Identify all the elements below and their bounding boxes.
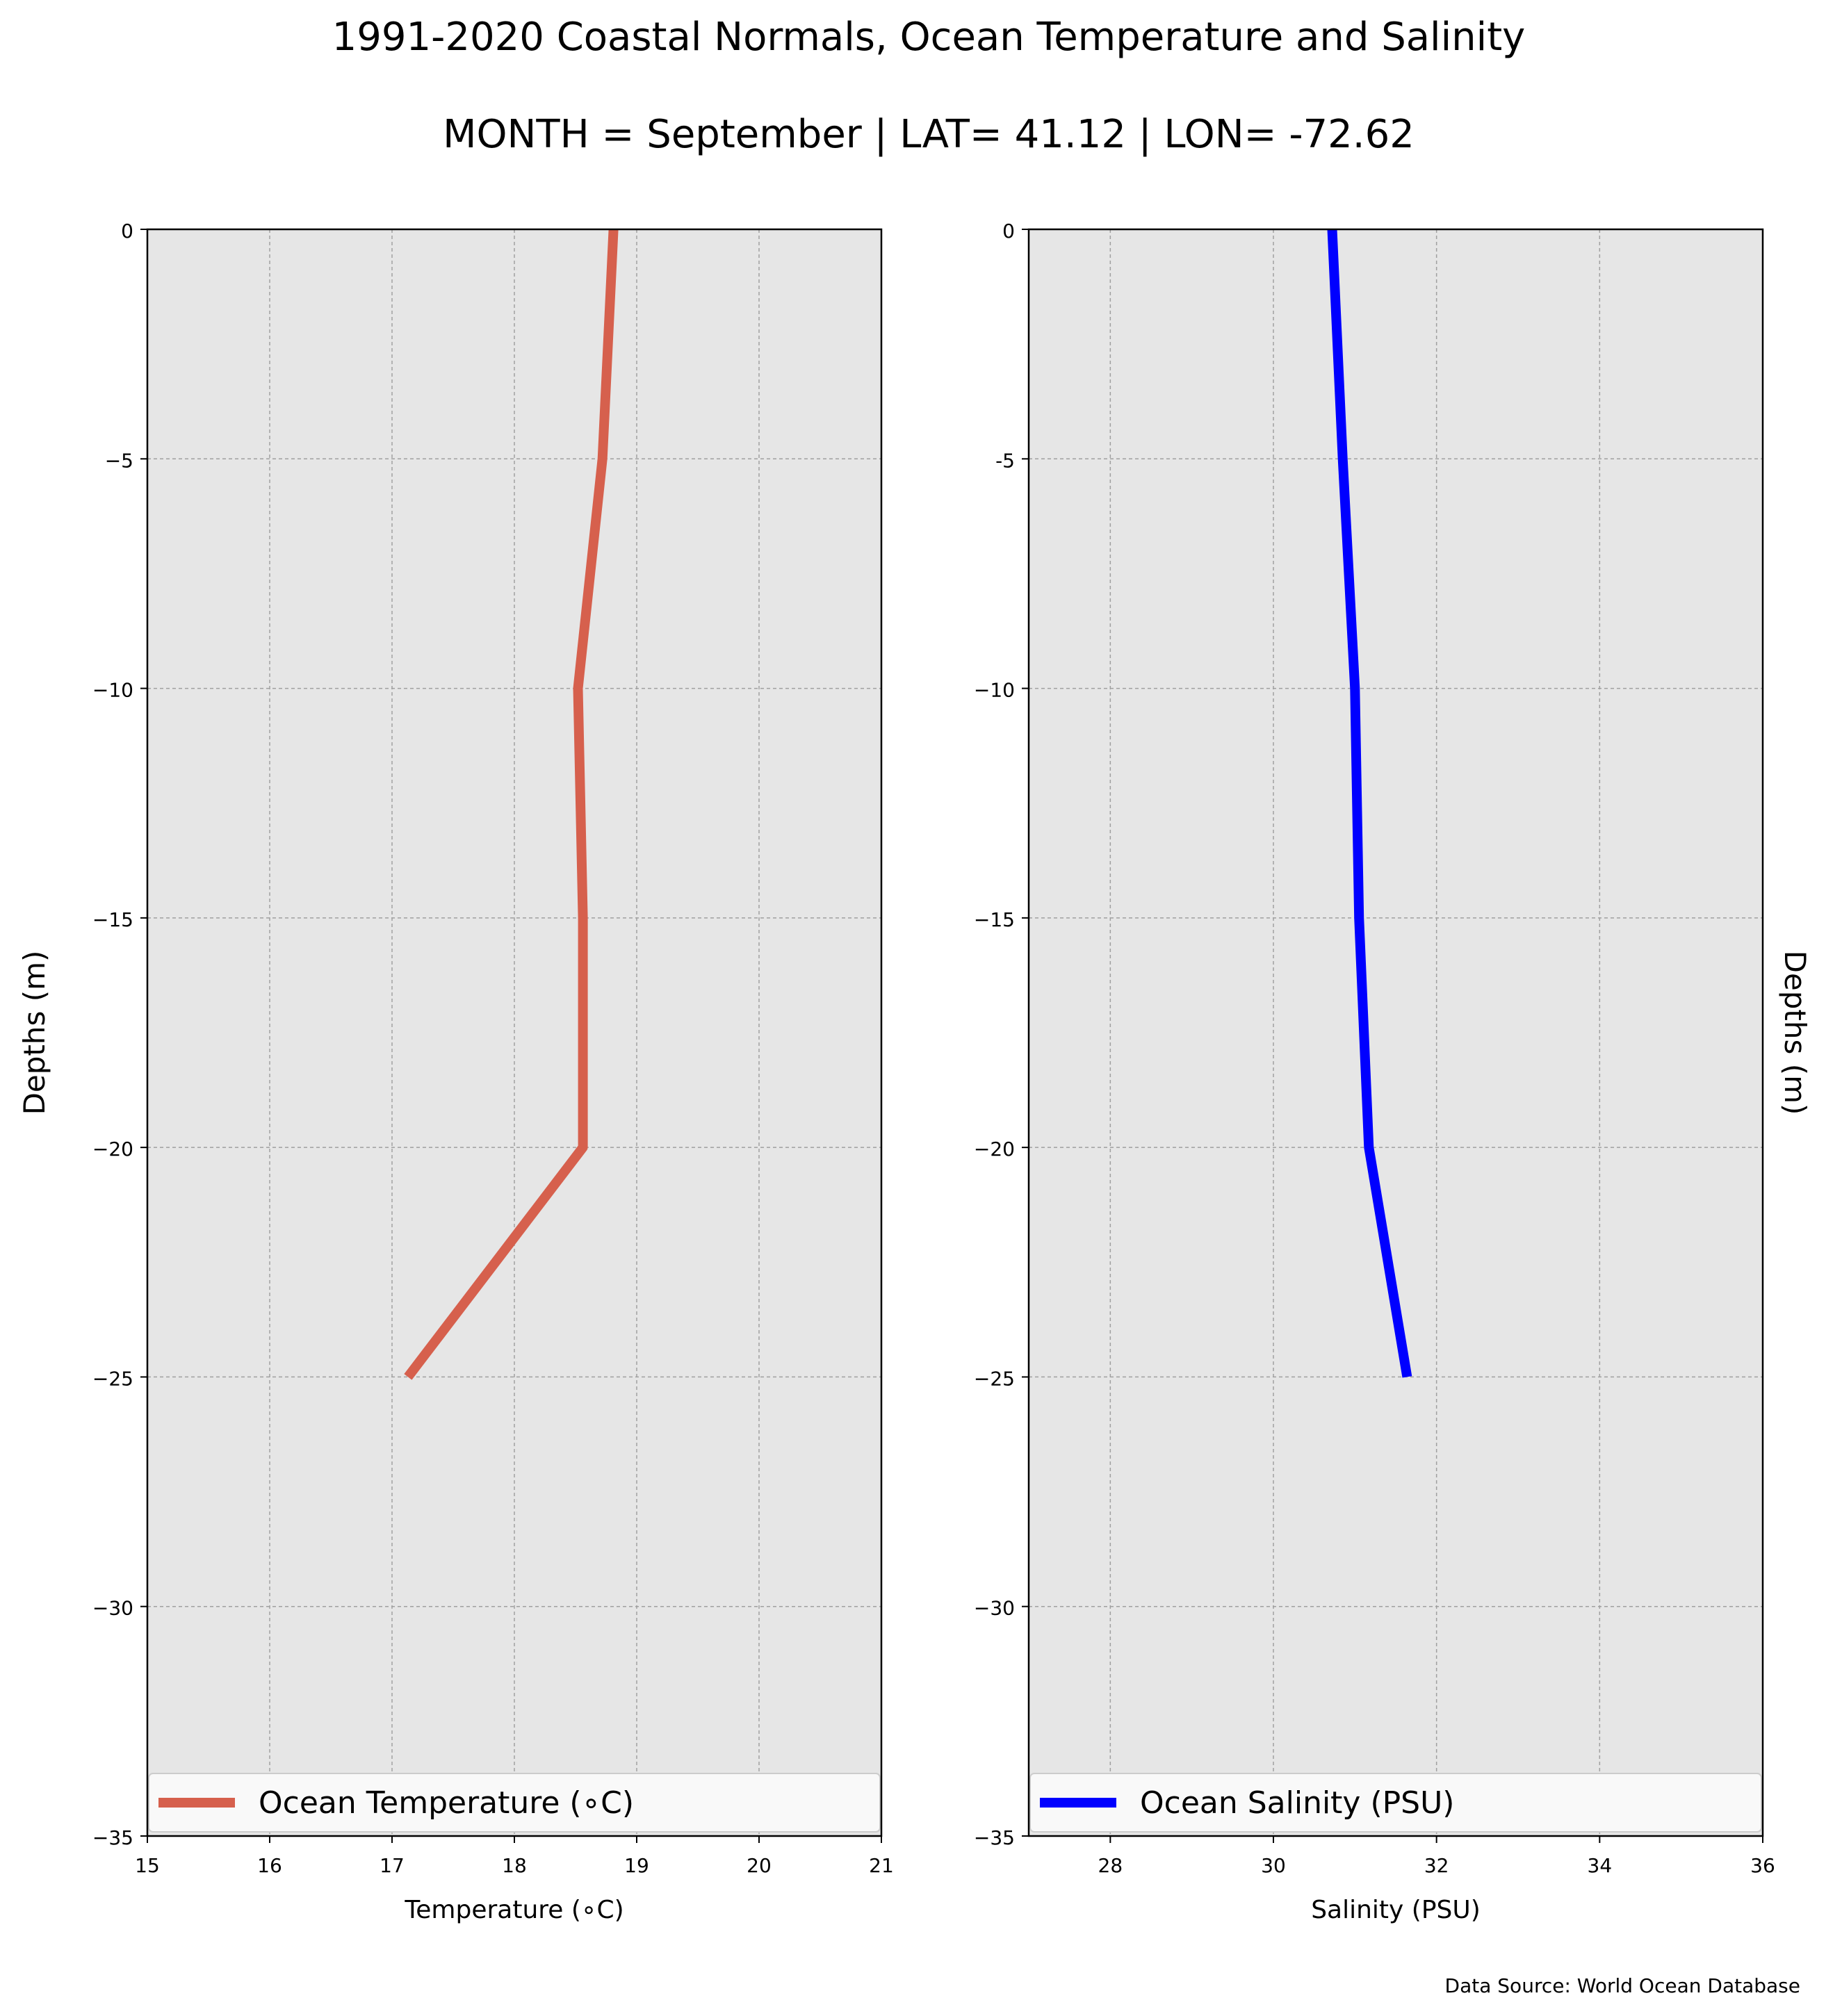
y-tick-label: −20 — [92, 1138, 133, 1161]
x-axis-label: Salinity (PSU) — [1311, 1896, 1481, 1924]
x-tick-label: 19 — [624, 1854, 649, 1877]
x-axis-label: Temperature (∘C) — [404, 1896, 623, 1924]
y-axis-label: Depths (m) — [1778, 951, 1812, 1115]
plot-area — [1029, 229, 1763, 1836]
y-tick-label: −5 — [105, 449, 133, 472]
legend-label: Ocean Temperature (∘C) — [259, 1785, 634, 1821]
temperature-panel: Ocean Temperature (∘C) 15 16 17 18 19 20 21 0 −5 −… — [17, 220, 894, 1924]
figure-title: 1991-2020 Coastal Normals, Ocean Tempera… — [332, 15, 1526, 60]
y-tick-label: −35 — [92, 1826, 133, 1849]
y-tick-label: −10 — [92, 679, 133, 702]
y-tick-label: −25 — [92, 1367, 133, 1390]
y-tick-label: −15 — [92, 908, 133, 931]
y-tick-label: −10 — [974, 679, 1015, 702]
figure-subtitle: MONTH = September | LAT= 41.12 | LON= -7… — [443, 112, 1415, 157]
x-tick-label: 21 — [869, 1854, 894, 1877]
salinity-panel: Ocean Salinity (PSU) 28 30 32 34 36 0 -5 −10 −15 −… — [974, 220, 1812, 1924]
x-tick-label: 17 — [380, 1854, 405, 1877]
y-tick-label: −20 — [974, 1138, 1015, 1161]
x-tick-label: 18 — [502, 1854, 527, 1877]
y-axis-label: Depths (m) — [17, 951, 51, 1115]
x-tick-label: 16 — [257, 1854, 282, 1877]
legend-label: Ocean Salinity (PSU) — [1140, 1785, 1454, 1821]
x-tick-label: 28 — [1098, 1854, 1123, 1877]
y-tick-label: 0 — [121, 220, 133, 243]
x-tick-label: 30 — [1261, 1854, 1286, 1877]
y-tick-label: −35 — [974, 1826, 1015, 1849]
y-tick-label: −30 — [92, 1597, 133, 1620]
y-tick-label: -5 — [995, 449, 1015, 472]
x-tick-label: 20 — [747, 1854, 772, 1877]
x-tick-label: 34 — [1588, 1854, 1613, 1877]
y-tick-label: −30 — [974, 1597, 1015, 1620]
axes-frame — [1027, 228, 1764, 1837]
legend-box — [1029, 1773, 1762, 1833]
y-tick-label: −15 — [974, 908, 1015, 931]
series-line — [1327, 229, 1412, 1378]
y-tick-label: 0 — [1002, 220, 1015, 243]
legend-box — [148, 1773, 881, 1833]
series-line — [404, 229, 619, 1380]
x-tick-label: 15 — [135, 1854, 160, 1877]
x-tick-label: 32 — [1424, 1854, 1449, 1877]
data-source-note: Data Source: World Ocean Database — [1445, 1974, 1800, 1997]
x-tick-label: 36 — [1750, 1854, 1775, 1877]
y-tick-label: −25 — [974, 1367, 1015, 1390]
